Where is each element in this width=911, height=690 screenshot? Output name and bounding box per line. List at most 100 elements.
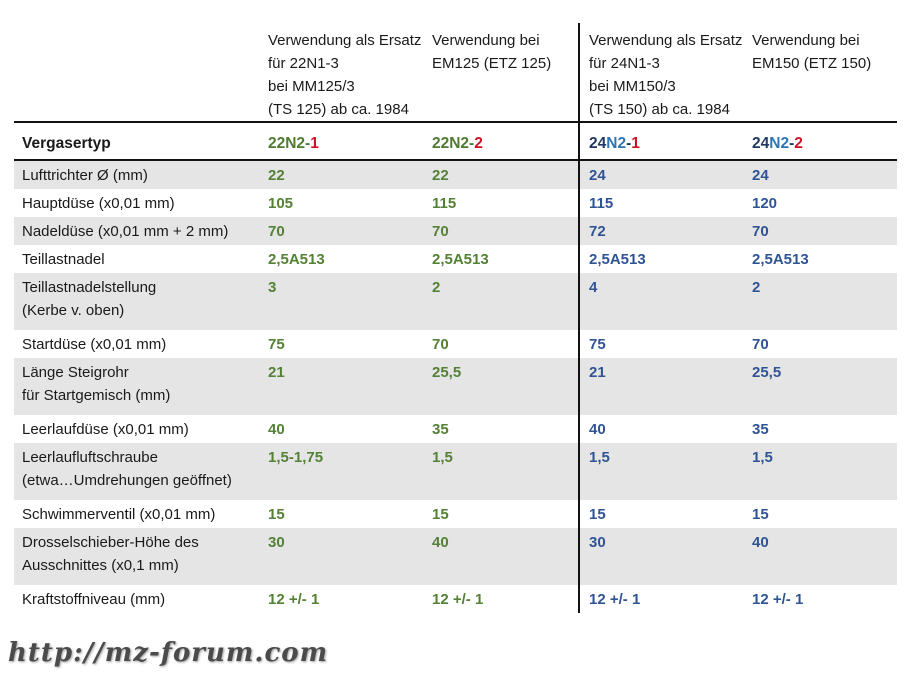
row-label-line: Schwimmerventil (x0,01 mm) [22, 506, 216, 523]
type-part: 2 [794, 135, 803, 152]
type-part: 22N2- [268, 135, 311, 152]
row-label-line: für Startgemisch (mm) [22, 387, 171, 404]
header-col-22n2-2: Verwendung bei EM125 (ETZ 125) [432, 23, 578, 121]
table-header-row: Verwendung als Ersatz für 22N1-3 bei MM125… [14, 23, 897, 123]
header-line: EM125 (ETZ 125) [432, 55, 552, 72]
value-cell: 12 +/- 1 [578, 585, 750, 613]
value-cell: 40 [432, 534, 449, 551]
type-part: - [626, 135, 632, 152]
row-header-label: Vergasertyp [22, 135, 111, 152]
spec-table: Verwendung als Ersatz für 22N1-3 bei MM125… [14, 23, 897, 613]
value-cell: 35 [432, 421, 449, 438]
value-cell: 40 [752, 534, 769, 551]
header-col-24n2-2: Verwendung bei EM150 (ETZ 150) [750, 23, 897, 121]
type-24n2-2: 24N2-2 [750, 123, 897, 159]
value-cell: 15 [578, 500, 750, 528]
table-row: Nadeldüse (x0,01 mm + 2 mm) 70 70 72 70 [14, 217, 897, 245]
table-row: Leerlaufluftschraube (etwa…Umdrehungen ge… [14, 443, 897, 500]
row-label: Leerlaufdüse (x0,01 mm) [14, 415, 268, 443]
row-label: Länge Steigrohr für Startgemisch (mm) [14, 358, 268, 415]
type-part: N2 [606, 135, 627, 152]
row-label-line: Leerlaufluftschraube [22, 449, 158, 466]
header-line: (TS 125) ab ca. 1984 [268, 101, 409, 118]
row-label-line: Lufttrichter Ø (mm) [22, 167, 148, 184]
value-cell: 75 [268, 336, 285, 353]
value-cell: 115 [578, 189, 750, 217]
type-part: N2 [769, 135, 790, 152]
row-label: Drosselschieber-Höhe des Ausschnittes (x0… [14, 528, 268, 585]
carburetor-type-row: Vergasertyp 22N2-1 22N2-2 24N2-1 24N2-2 [14, 123, 897, 161]
type-22n2-1: 22N2-1 [268, 123, 432, 159]
row-label: Startdüse (x0,01 mm) [14, 330, 268, 358]
value-cell: 120 [752, 195, 778, 212]
value-cell: 2,5A513 [752, 251, 809, 268]
value-cell: 1,5-1,75 [268, 449, 324, 466]
header-line: bei MM125/3 [268, 78, 355, 95]
header-line: für 24N1-3 [589, 55, 660, 72]
value-cell: 21 [578, 358, 750, 415]
table-row: Teillastnadelstellung (Kerbe v. oben) 3 2 4 2 [14, 273, 897, 330]
row-label-line: Startdüse (x0,01 mm) [22, 336, 167, 353]
value-cell: 2 [752, 279, 761, 296]
type-part: - [789, 135, 795, 152]
value-cell: 70 [752, 336, 769, 353]
value-cell: 35 [752, 421, 769, 438]
type-22n2-2: 22N2-2 [432, 123, 578, 159]
type-part: 24 [589, 135, 607, 152]
header-empty-cell [14, 23, 268, 121]
value-cell: 30 [268, 534, 285, 551]
row-label-line: (etwa…Umdrehungen geöffnet) [22, 472, 232, 489]
value-cell: 12 +/- 1 [268, 591, 320, 608]
header-line: Verwendung als Ersatz [268, 32, 422, 49]
header-line: Verwendung bei [432, 32, 540, 49]
value-cell: 40 [268, 421, 285, 438]
value-cell: 24 [752, 167, 769, 184]
value-cell: 70 [752, 223, 769, 240]
value-cell: 40 [578, 415, 750, 443]
value-cell: 115 [432, 195, 457, 212]
row-label-line: Hauptdüse (x0,01 mm) [22, 195, 175, 212]
value-cell: 2,5A513 [268, 251, 325, 268]
header-line: bei MM150/3 [589, 78, 676, 95]
row-label: Schwimmerventil (x0,01 mm) [14, 500, 268, 528]
value-cell: 22 [432, 167, 449, 184]
value-cell: 12 +/- 1 [432, 591, 484, 608]
row-label: Teillastnadel [14, 245, 268, 273]
header-col-22n2-1: Verwendung als Ersatz für 22N1-3 bei MM125… [268, 23, 432, 121]
table-row: Kraftstoffniveau (mm) 12 +/- 1 12 +/- 1 12 … [14, 585, 897, 613]
value-cell: 4 [578, 273, 750, 330]
value-cell: 72 [578, 217, 750, 245]
row-label-line: Kraftstoffniveau (mm) [22, 591, 166, 608]
row-label-line: Nadeldüse (x0,01 mm + 2 mm) [22, 223, 229, 240]
type-part: 1 [631, 135, 640, 152]
row-label-line: Teillastnadelstellung [22, 279, 157, 296]
value-cell: 70 [432, 223, 449, 240]
type-24n2-1: 24N2-1 [578, 123, 750, 159]
header-col-24n2-1: Verwendung als Ersatz für 24N1-3 bei MM150… [578, 23, 750, 121]
type-part: 22N2- [432, 135, 475, 152]
type-part: 2 [474, 135, 483, 152]
table-row: Hauptdüse (x0,01 mm) 105 115 115 120 [14, 189, 897, 217]
table-row: Teillastnadel 2,5A513 2,5A513 2,5A513 2,5A51… [14, 245, 897, 273]
table-row: Lufttrichter Ø (mm) 22 22 24 24 [14, 161, 897, 189]
row-label: Kraftstoffniveau (mm) [14, 585, 268, 613]
value-cell: 1,5 [578, 443, 750, 500]
header-line: Verwendung bei [752, 32, 860, 49]
row-label-line: Ausschnittes (x0,1 mm) [22, 557, 179, 574]
table-row: Drosselschieber-Höhe des Ausschnittes (x0… [14, 528, 897, 585]
table-body: Lufttrichter Ø (mm) 22 22 24 24 Hauptdüse (x0… [14, 161, 897, 613]
table-row: Länge Steigrohr für Startgemisch (mm) 21 25… [14, 358, 897, 415]
value-cell: 105 [268, 195, 294, 212]
value-cell: 70 [432, 336, 449, 353]
value-cell: 12 +/- 1 [752, 591, 804, 608]
watermark: http://mz-forum.com [8, 638, 329, 668]
header-line: (TS 150) ab ca. 1984 [589, 101, 730, 118]
row-label-line: (Kerbe v. oben) [22, 302, 125, 319]
value-cell: 3 [268, 279, 277, 296]
value-cell: 70 [268, 223, 285, 240]
value-cell: 22 [268, 167, 285, 184]
value-cell: 15 [752, 506, 769, 523]
row-label-line: Leerlaufdüse (x0,01 mm) [22, 421, 189, 438]
value-cell: 75 [578, 330, 750, 358]
